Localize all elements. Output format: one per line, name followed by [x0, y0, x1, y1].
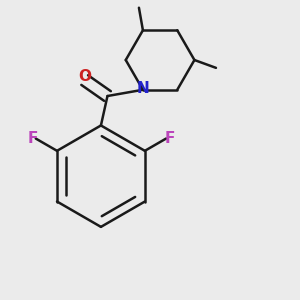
- Text: F: F: [27, 131, 38, 146]
- Text: O: O: [78, 69, 91, 84]
- Text: N: N: [136, 81, 149, 96]
- Text: F: F: [164, 131, 175, 146]
